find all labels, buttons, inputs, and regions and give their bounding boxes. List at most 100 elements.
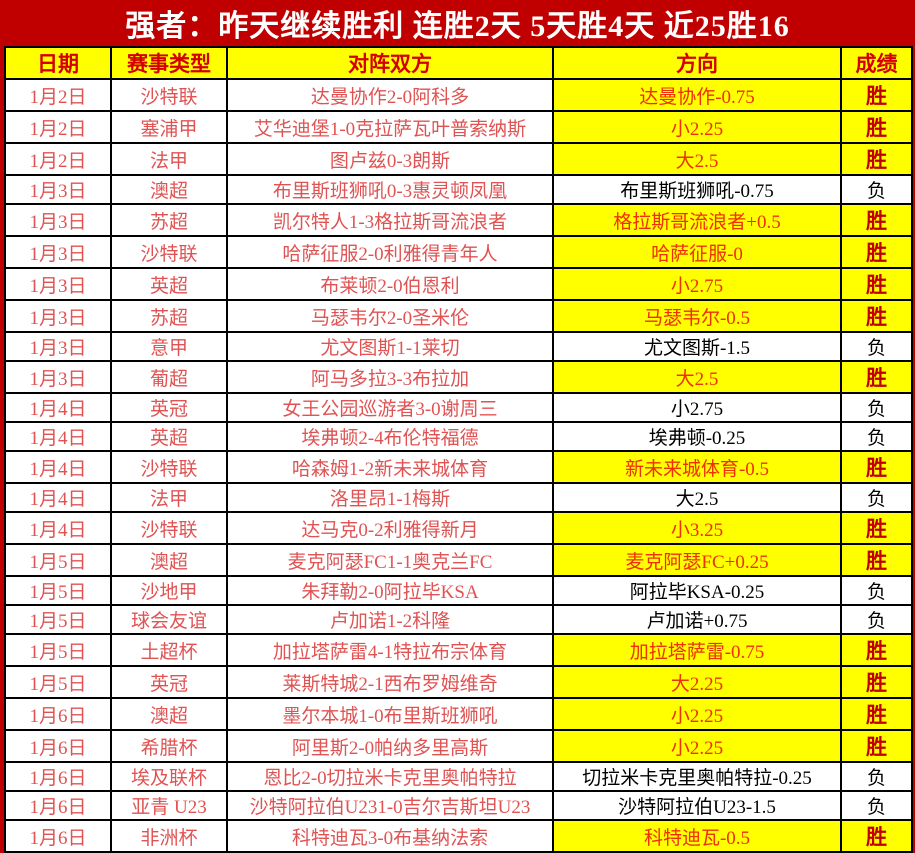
- league-cell: 苏超: [110, 299, 228, 333]
- table-row: 1月6日 澳超 墨尔本城1-0布里斯班狮吼 小2.25 胜: [4, 697, 913, 731]
- match-cell: 凯尔特人1-3格拉斯哥流浪者: [226, 203, 554, 237]
- table-row: 1月3日 英超 布莱顿2-0伯恩利 小2.75 胜: [4, 267, 913, 301]
- date-cell: 1月5日: [4, 633, 112, 667]
- match-cell: 莱斯特城2-1西布罗姆维奇: [226, 665, 554, 699]
- match-cell: 洛里昂1-1梅斯: [226, 482, 554, 513]
- result-cell: 胜: [840, 819, 913, 853]
- table-row: 1月6日 非洲杯 科特迪瓦3-0布基纳法索 科特迪瓦-0.5 胜: [4, 819, 913, 853]
- result-cell: 负: [840, 392, 913, 423]
- table-row: 1月2日 法甲 图卢兹0-3朗斯 大2.5 胜: [4, 142, 913, 176]
- result-cell: 胜: [840, 697, 913, 731]
- table-row: 1月3日 苏超 凯尔特人1-3格拉斯哥流浪者 格拉斯哥流浪者+0.5 胜: [4, 203, 913, 237]
- result-cell: 胜: [840, 665, 913, 699]
- league-cell: 澳超: [110, 543, 228, 577]
- match-cell: 布莱顿2-0伯恩利: [226, 267, 554, 301]
- table-row: 1月3日 意甲 尤文图斯1-1莱切 尤文图斯-1.5 负: [4, 331, 913, 362]
- result-cell: 胜: [840, 78, 913, 112]
- league-cell: 沙特联: [110, 450, 228, 484]
- league-cell: 法甲: [110, 482, 228, 513]
- match-cell: 哈萨征服2-0利雅得青年人: [226, 235, 554, 269]
- date-cell: 1月5日: [4, 604, 112, 635]
- date-cell: 1月6日: [4, 729, 112, 763]
- table-row: 1月4日 英超 埃弗顿2-4布伦特福德 埃弗顿-0.25 负: [4, 421, 913, 452]
- table-row: 1月3日 葡超 阿马多拉3-3布拉加 大2.5 胜: [4, 360, 913, 394]
- match-cell: 朱拜勒2-0阿拉毕KSA: [226, 575, 554, 606]
- table-row: 1月5日 沙地甲 朱拜勒2-0阿拉毕KSA 阿拉毕KSA-0.25 负: [4, 575, 913, 606]
- match-cell: 阿马多拉3-3布拉加: [226, 360, 554, 394]
- match-cell: 加拉塔萨雷4-1特拉布宗体育: [226, 633, 554, 667]
- match-cell: 图卢兹0-3朗斯: [226, 142, 554, 176]
- direction-cell: 小2.75: [552, 392, 842, 423]
- league-cell: 英超: [110, 267, 228, 301]
- date-cell: 1月6日: [4, 697, 112, 731]
- direction-cell: 小2.75: [552, 267, 842, 301]
- title-banner: 强者：昨天继续胜利 连胜2天 5天胜4天 近25胜16: [0, 0, 915, 46]
- result-cell: 负: [840, 331, 913, 362]
- result-cell: 胜: [840, 511, 913, 545]
- league-cell: 澳超: [110, 174, 228, 205]
- direction-cell: 小3.25: [552, 511, 842, 545]
- table-row: 1月3日 苏超 马瑟韦尔2-0圣米伦 马瑟韦尔-0.5 胜: [4, 299, 913, 333]
- direction-cell: 埃弗顿-0.25: [552, 421, 842, 452]
- column-header-date: 日期: [4, 46, 112, 80]
- table-row: 1月6日 亚青 U23 沙特阿拉伯U231-0吉尔吉斯坦U23 沙特阿拉伯U23…: [4, 790, 913, 821]
- direction-cell: 科特迪瓦-0.5: [552, 819, 842, 853]
- direction-cell: 马瑟韦尔-0.5: [552, 299, 842, 333]
- result-cell: 胜: [840, 729, 913, 763]
- result-cell: 胜: [840, 110, 913, 144]
- date-cell: 1月5日: [4, 575, 112, 606]
- result-cell: 胜: [840, 267, 913, 301]
- date-cell: 1月4日: [4, 511, 112, 545]
- result-cell: 胜: [840, 142, 913, 176]
- direction-cell: 布里斯班狮吼-0.75: [552, 174, 842, 205]
- results-body: 1月2日 沙特联 达曼协作2-0阿科多 达曼协作-0.75 胜 1月2日 塞浦甲…: [4, 78, 913, 853]
- result-cell: 负: [840, 790, 913, 821]
- table-row: 1月5日 土超杯 加拉塔萨雷4-1特拉布宗体育 加拉塔萨雷-0.75 胜: [4, 633, 913, 667]
- result-cell: 负: [840, 604, 913, 635]
- date-cell: 1月3日: [4, 299, 112, 333]
- date-cell: 1月4日: [4, 392, 112, 423]
- match-cell: 埃弗顿2-4布伦特福德: [226, 421, 554, 452]
- league-cell: 英冠: [110, 392, 228, 423]
- result-cell: 胜: [840, 633, 913, 667]
- league-cell: 英超: [110, 421, 228, 452]
- table-row: 1月4日 英冠 女王公园巡游者3-0谢周三 小2.75 负: [4, 392, 913, 423]
- date-cell: 1月5日: [4, 665, 112, 699]
- date-cell: 1月2日: [4, 142, 112, 176]
- league-cell: 葡超: [110, 360, 228, 394]
- direction-cell: 达曼协作-0.75: [552, 78, 842, 112]
- header-row: 日期 赛事类型 对阵双方 方向 成绩: [4, 46, 913, 80]
- league-cell: 希腊杯: [110, 729, 228, 763]
- date-cell: 1月3日: [4, 267, 112, 301]
- direction-cell: 新未来城体育-0.5: [552, 450, 842, 484]
- direction-cell: 格拉斯哥流浪者+0.5: [552, 203, 842, 237]
- date-cell: 1月6日: [4, 790, 112, 821]
- match-cell: 达曼协作2-0阿科多: [226, 78, 554, 112]
- date-cell: 1月3日: [4, 235, 112, 269]
- direction-cell: 沙特阿拉伯U23-1.5: [552, 790, 842, 821]
- direction-cell: 尤文图斯-1.5: [552, 331, 842, 362]
- result-cell: 胜: [840, 299, 913, 333]
- page-title: 强者：昨天继续胜利 连胜2天 5天胜4天 近25胜16: [125, 10, 790, 43]
- direction-cell: 阿拉毕KSA-0.25: [552, 575, 842, 606]
- results-table: 日期 赛事类型 对阵双方 方向 成绩 1月2日 沙特联 达曼协作2-0阿科多 达…: [4, 46, 913, 853]
- direction-cell: 大2.25: [552, 665, 842, 699]
- match-cell: 科特迪瓦3-0布基纳法索: [226, 819, 554, 853]
- table-row: 1月5日 澳超 麦克阿瑟FC1-1奥克兰FC 麦克阿瑟FC+0.25 胜: [4, 543, 913, 577]
- date-cell: 1月3日: [4, 331, 112, 362]
- league-cell: 沙特联: [110, 78, 228, 112]
- league-cell: 苏超: [110, 203, 228, 237]
- match-cell: 尤文图斯1-1莱切: [226, 331, 554, 362]
- result-cell: 负: [840, 174, 913, 205]
- column-header-result: 成绩: [840, 46, 913, 80]
- result-cell: 负: [840, 421, 913, 452]
- direction-cell: 大2.5: [552, 482, 842, 513]
- match-cell: 墨尔本城1-0布里斯班狮吼: [226, 697, 554, 731]
- table-row: 1月3日 澳超 布里斯班狮吼0-3惠灵顿凤凰 布里斯班狮吼-0.75 负: [4, 174, 913, 205]
- table-row: 1月3日 沙特联 哈萨征服2-0利雅得青年人 哈萨征服-0 胜: [4, 235, 913, 269]
- league-cell: 沙地甲: [110, 575, 228, 606]
- league-cell: 塞浦甲: [110, 110, 228, 144]
- match-cell: 达马克0-2利雅得新月: [226, 511, 554, 545]
- result-cell: 胜: [840, 450, 913, 484]
- league-cell: 非洲杯: [110, 819, 228, 853]
